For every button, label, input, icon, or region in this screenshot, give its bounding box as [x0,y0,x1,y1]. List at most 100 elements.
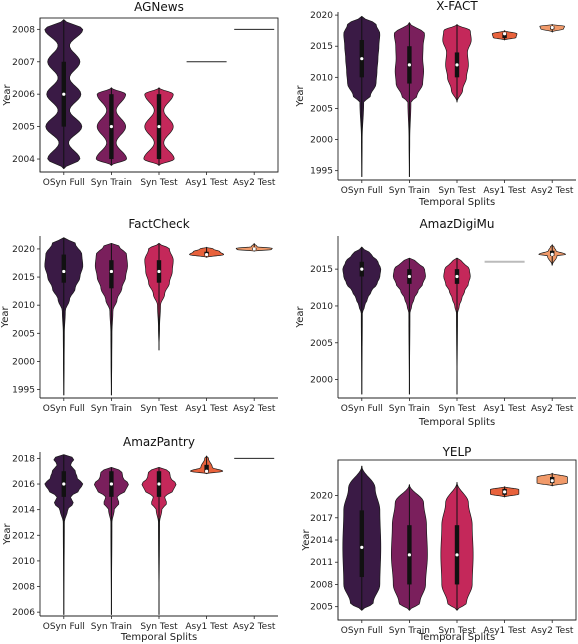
x-tick-label: Asy1 Test [185,404,228,414]
y-tick-label: 2008 [12,25,35,35]
median-point-osyn-full [62,482,66,486]
median-point-osyn-full [360,267,364,271]
y-tick-label: 2005 [310,339,333,349]
median-point-asy1-test [503,490,507,494]
y-tick-label: 2020 [310,11,333,21]
x-axis-label: Temporal Splits [120,632,197,643]
y-tick-label: 2012 [12,531,35,541]
chart-title: AmazDigiMu [419,217,494,231]
y-axis-label: Year [2,523,13,546]
y-tick-label: 2015 [12,273,35,283]
chart-amazdigimu: AmazDigiMu Year Temporal Splits 2000 2005… [295,217,576,428]
y-tick-label: 2000 [12,357,35,367]
median-point-syn-test [157,482,161,486]
x-axis-label: Temporal Splits [418,417,495,428]
x-tick-label: Asy2 Test [531,186,574,196]
x-tick-label: Syn Train [389,626,430,636]
y-axis-label: Year [301,529,312,552]
iqr-box-syn-train [109,260,114,289]
x-axis-label: Temporal Splits [418,632,495,643]
chart-amazpantry: AmazPantry Year Temporal Splits 2006 2008… [2,435,278,643]
y-tick-label: 2010 [310,73,333,83]
x-tick-label: Asy1 Test [483,626,526,636]
chart-title: AmazPantry [123,435,195,449]
x-tick-label: Syn Train [91,178,132,188]
median-point-osyn-full [360,545,364,550]
x-tick-label: Syn Train [91,404,132,414]
y-tick-label: 1995 [310,167,333,177]
x-tick-label: OSyn Full [43,178,85,188]
median-point-osyn-full [62,269,66,274]
y-axis-label: Year [295,85,306,108]
median-point-asy1-test [503,32,507,36]
x-tick-label: OSyn Full [341,626,383,636]
median-point-syn-test [455,553,459,557]
y-tick-label: 1995 [12,386,35,396]
y-tick-label: 2000 [310,136,333,146]
y-tick-label: 2006 [12,608,35,618]
median-point-asy1-test [205,469,209,473]
median-point-syn-train [407,553,411,557]
chart-title: FactCheck [128,217,189,231]
x-tick-label: Syn Train [389,404,430,414]
median-point-asy2-test [550,479,554,483]
y-tick-label: 2007 [12,58,35,68]
y-tick-label: 2020 [310,492,333,502]
x-tick-label: Syn Test [438,186,476,196]
y-tick-label: 2006 [12,90,35,100]
x-tick-label: Syn Test [438,626,476,636]
chart-yelp: YELP Year Temporal Splits 2005 2008 2011 20… [301,445,577,643]
x-tick-label: Asy2 Test [233,178,276,188]
y-tick-label: 2017 [310,514,333,524]
median-point-syn-train [407,274,411,279]
median-point-asy2-test [550,25,554,30]
y-tick-label: 2008 [12,583,35,593]
y-tick-label: 2014 [12,506,35,516]
median-point-syn-test [455,274,459,279]
median-point-syn-test [157,269,161,274]
median-point-syn-train [109,269,113,274]
chart-title: X-FACT [436,0,478,13]
chart-factcheck: FactCheck Year 1995 2000 2005 2010 2015 2020 O… [0,217,278,414]
y-tick-label: 2015 [310,42,333,52]
chart-agnews: AGNews Year 2004 2005 2006 2007 2008 OSyn Ful… [2,0,279,188]
y-axis-label: Year [0,306,11,329]
x-tick-label: Asy1 Test [483,404,526,414]
y-tick-label: 2015 [310,265,333,275]
x-tick-label: OSyn Full [341,404,383,414]
x-tick-label: Syn Train [389,186,430,196]
y-tick-label: 2000 [310,376,333,386]
y-tick-label: 2010 [310,302,333,312]
iqr-box-asy1-test [204,464,209,473]
x-tick-label: Syn Test [438,404,476,414]
x-tick-label: Syn Test [140,622,178,632]
y-tick-label: 2010 [12,557,35,567]
y-tick-label: 2018 [12,454,35,464]
x-tick-label: Asy2 Test [531,404,574,414]
median-point-osyn-full [62,92,66,96]
y-tick-label: 2005 [12,329,35,339]
median-point-syn-train [109,125,113,129]
x-tick-label: OSyn Full [43,404,85,414]
y-axis-label: Year [2,84,13,107]
x-tick-label: Asy2 Test [233,404,276,414]
x-axis-label: Temporal Splits [418,197,495,208]
x-tick-label: Asy1 Test [483,186,526,196]
median-point-asy2-test [252,247,256,251]
y-tick-label: 2010 [12,301,35,311]
y-tick-label: 2005 [12,123,35,133]
x-tick-label: Syn Test [140,404,178,414]
median-point-syn-test [455,63,459,67]
iqr-box-osyn-full [359,510,364,578]
x-tick-label: Asy2 Test [233,622,276,632]
y-tick-label: 2011 [310,558,333,568]
y-tick-label: 2004 [12,155,35,165]
plot-frame [337,459,577,621]
chart-title: YELP [442,445,472,459]
x-tick-label: Asy1 Test [185,622,228,632]
x-tick-label: Asy2 Test [531,626,574,636]
y-tick-label: 2014 [310,536,333,546]
median-point-osyn-full [360,57,364,61]
iqr-box-osyn-full [61,254,66,283]
